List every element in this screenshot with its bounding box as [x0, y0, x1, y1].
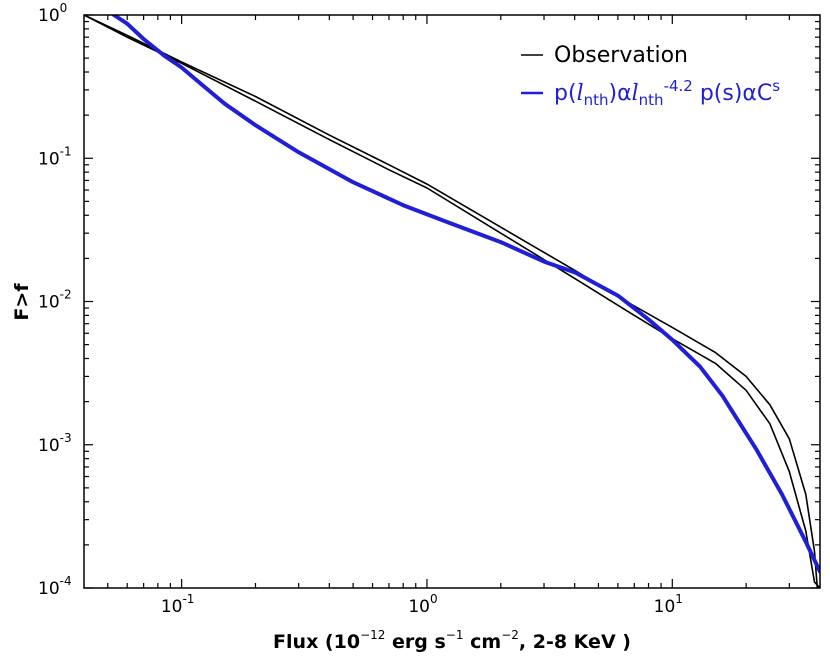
- legend-label-model: p(lnth)αlnth-4.2 p(s)αCs: [554, 77, 780, 109]
- x-tick-labels: 10-1 100 101: [161, 592, 683, 617]
- x-axis-label-exp3: −2: [501, 628, 519, 642]
- tick-layer: [84, 14, 820, 589]
- legend: Observation p(lnth)αlnth-4.2 p(s)αCs: [521, 43, 780, 109]
- x-axis-label-exp: −12: [360, 628, 385, 642]
- x-axis-label-suffix: , 2-8 KeV ): [519, 631, 631, 653]
- x-tick-label: 100: [408, 592, 437, 617]
- y-tick-label: 10-4: [38, 574, 72, 599]
- x-axis-label-prefix: Flux (10: [273, 631, 360, 653]
- x-tick-label: 10-1: [161, 592, 195, 617]
- series-line-model: [112, 15, 820, 574]
- x-axis-label-exp2: −1: [446, 628, 464, 642]
- y-tick-labels: 100 10-1 10-2 10-3 10-4: [38, 1, 72, 599]
- x-axis-label-mid1: erg s: [385, 631, 445, 653]
- x-tick-label: 101: [654, 592, 683, 617]
- x-axis-label: Flux (10−12 erg s−1 cm−2, 2-8 KeV ): [273, 628, 631, 653]
- y-tick-label: 10-2: [38, 288, 72, 313]
- series-line-observation: [84, 15, 820, 588]
- y-tick-label: 100: [38, 1, 67, 26]
- x-axis-label-mid2: cm: [464, 631, 502, 653]
- legend-label-observation: Observation: [554, 43, 688, 68]
- y-tick-label: 10-1: [38, 144, 72, 169]
- y-tick-label: 10-3: [38, 431, 72, 456]
- y-axis-label: F>f: [11, 283, 33, 321]
- plot-frame: [83, 14, 821, 589]
- series-layer: [84, 15, 820, 588]
